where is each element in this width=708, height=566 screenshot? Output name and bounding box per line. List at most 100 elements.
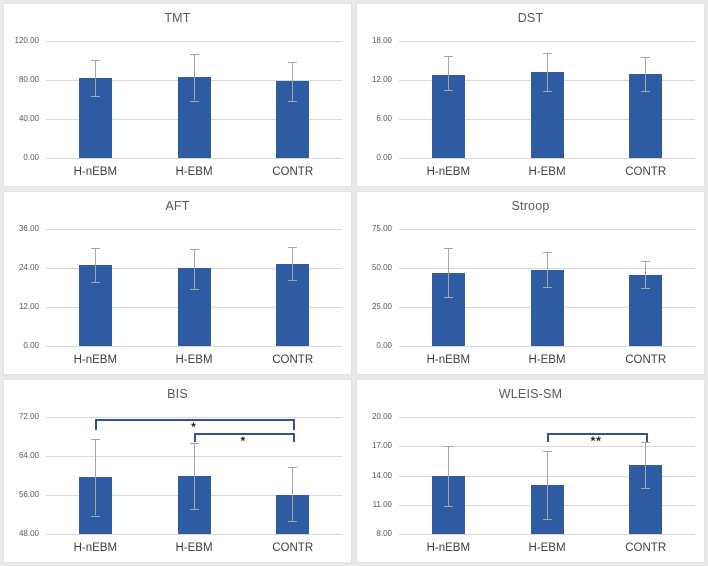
gridline: [399, 158, 695, 159]
error-bar: [94, 438, 96, 516]
chart-title: Stroop: [511, 199, 550, 213]
significance-bracket-tick: [645, 432, 648, 443]
significance-bracket-tick: [292, 419, 295, 430]
chart-panel-stroop: Stroop 0.00 25.00 50.00 75.00 H-nEBM H-EBM CONT…: [356, 191, 705, 375]
error-bar-cap: [443, 505, 453, 507]
error-bar: [546, 53, 548, 91]
gridline: [46, 534, 342, 535]
error-bar-cap: [90, 438, 100, 440]
chart-panel-dst: DST 0.00 6.00 12.00 18.00 H-nEBM H-EBM CONTR: [356, 3, 705, 187]
error-bar-cap: [189, 442, 199, 444]
error-bar-cap: [288, 467, 298, 469]
error-bar-cap: [189, 53, 199, 55]
chart-title: TMT: [164, 11, 191, 25]
y-tick-label: 12.00: [18, 302, 39, 311]
category-label: CONTR: [625, 542, 667, 554]
y-tick-label: 12.00: [371, 75, 392, 84]
error-bar: [292, 61, 294, 102]
y-tick-label: 6.00: [376, 114, 392, 123]
significance-bracket: [547, 432, 648, 435]
y-tick-label: 50.00: [371, 263, 392, 272]
error-bar: [193, 248, 195, 289]
chart-title: AFT: [165, 199, 190, 213]
error-bar-cap: [542, 519, 552, 521]
category-label: H-nEBM: [426, 542, 471, 554]
significance-bracket: [194, 432, 295, 435]
significance-bracket-tick: [194, 432, 196, 443]
category-label: H-EBM: [528, 542, 566, 554]
chart-title: WLEIS-SM: [498, 387, 563, 401]
error-bar-cap: [641, 488, 651, 490]
gridline: [399, 417, 695, 418]
error-bar: [94, 59, 96, 96]
error-bar-cap: [542, 451, 552, 453]
error-bar-cap: [641, 91, 651, 92]
category-label: H-nEBM: [73, 354, 118, 366]
error-bar-cap: [189, 288, 199, 290]
error-bar-cap: [641, 288, 651, 290]
chart-panel-wleis-sm: WLEIS-SM 8.00 11.00 14.00 17.00 20.00 H-nEBM H-…: [356, 379, 705, 563]
category-label: H-EBM: [175, 166, 213, 178]
chart-panel-bis: BIS 48.00 56.00 64.00 72.00 H-nEBM H-EBM CONTR *…: [3, 379, 352, 563]
y-tick-label: 120.00: [14, 36, 39, 45]
category-label: H-nEBM: [73, 542, 118, 554]
y-tick-label: 20.00: [371, 412, 392, 421]
error-bar-cap: [288, 101, 298, 103]
significance-bracket-tick: [292, 432, 295, 443]
error-bar-cap: [641, 442, 651, 444]
error-bar-cap: [542, 286, 552, 288]
chart-title: DST: [517, 11, 544, 25]
error-bar-cap: [288, 246, 298, 248]
error-bar: [447, 446, 449, 506]
category-label: H-EBM: [528, 166, 566, 178]
error-bar: [645, 57, 647, 91]
chart-panel-aft: AFT 0.00 12.00 24.00 36.00 H-nEBM H-EBM CONTR: [3, 191, 352, 375]
y-tick-label: 48.00: [18, 529, 39, 538]
error-bar: [447, 56, 449, 91]
error-bar-cap: [443, 90, 453, 92]
significance-label: *: [191, 420, 197, 434]
y-tick-label: 14.00: [371, 470, 392, 480]
error-bar-cap: [288, 61, 298, 63]
error-bar-cap: [288, 521, 298, 523]
error-bar-cap: [641, 261, 651, 262]
y-tick-label: 18.00: [371, 36, 392, 45]
category-label: CONTR: [625, 166, 667, 178]
category-label: CONTR: [272, 542, 314, 554]
y-tick-label: 72.00: [18, 412, 39, 421]
gridline: [46, 41, 342, 42]
category-label: H-EBM: [528, 354, 566, 366]
significance-label: *: [240, 433, 247, 448]
y-tick-label: 36.00: [18, 224, 39, 233]
significance-bracket-tick: [547, 432, 549, 443]
y-tick-label: 56.00: [18, 490, 39, 499]
category-label: CONTR: [272, 166, 314, 178]
error-bar: [292, 246, 294, 280]
error-bar-cap: [90, 282, 100, 284]
y-tick-label: 80.00: [18, 75, 39, 84]
error-bar-cap: [443, 446, 453, 448]
y-tick-label: 40.00: [18, 114, 39, 123]
error-bar-cap: [90, 59, 100, 61]
error-bar-cap: [542, 252, 552, 254]
y-tick-label: 0.00: [376, 153, 392, 162]
gridline: [399, 229, 695, 230]
error-bar-cap: [189, 100, 199, 102]
category-label: CONTR: [625, 354, 667, 366]
error-bar-cap: [641, 57, 651, 59]
category-label: H-nEBM: [426, 166, 471, 178]
significance-label: **: [590, 433, 602, 448]
error-bar: [447, 247, 449, 297]
error-bar-cap: [90, 515, 100, 517]
gridline: [46, 417, 342, 418]
gridline: [399, 446, 695, 448]
error-bar: [546, 252, 548, 287]
error-bar-cap: [443, 247, 453, 249]
y-tick-label: 11.00: [372, 499, 392, 509]
y-tick-label: 17.00: [371, 441, 392, 451]
chart-title: BIS: [167, 387, 188, 401]
error-bar-cap: [90, 247, 100, 249]
gridline: [46, 158, 342, 159]
error-bar: [546, 451, 548, 520]
y-tick-label: 8.00: [376, 529, 392, 538]
